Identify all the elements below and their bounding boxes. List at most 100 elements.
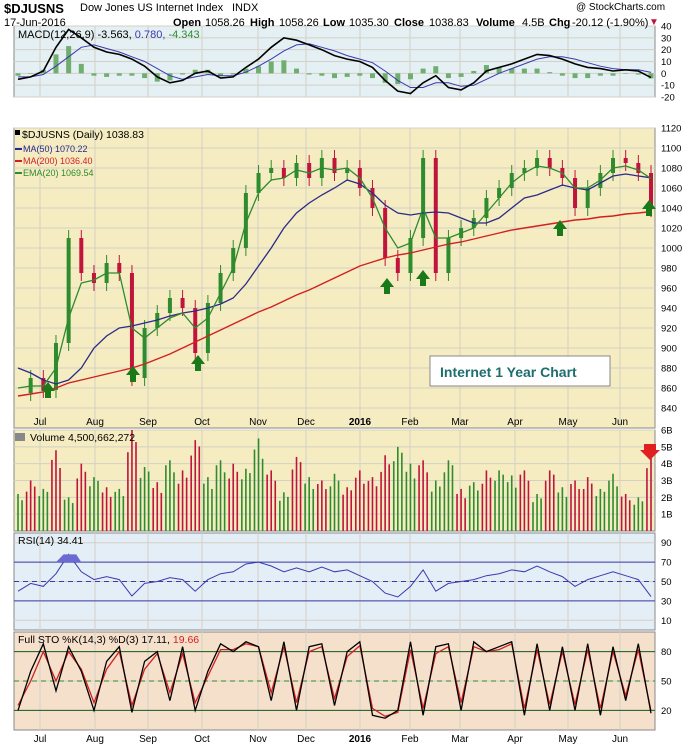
volume-bar [443,472,446,531]
volume-bar [485,470,488,531]
volume-bar [570,484,572,531]
high-label: High [250,17,275,29]
price-bar-body [91,273,96,283]
volume-bar [603,491,606,531]
volume-bar [190,455,192,531]
volume-bar [586,477,589,531]
price-bar-body [497,188,502,198]
volume-bar [333,473,336,531]
volume-bar [481,483,484,531]
price-tick-label: 900 [661,344,677,355]
volume-bar [468,485,471,531]
bottom-month-label: Sep [139,734,157,745]
macd-histogram-bar [294,68,300,74]
volume-bar [451,465,454,531]
volume-bar [304,483,306,531]
volume-bar [194,440,197,531]
macd-tick-label: 20 [661,45,672,56]
macd-histogram-bar [585,73,591,79]
volume-bar [388,464,390,531]
price-bar-body [585,188,590,208]
volume-bar [359,470,361,531]
volume-label: Volume [476,17,515,29]
chg-label: Chg [549,17,571,29]
volume-bar [346,487,348,531]
price-month-label: Jul [34,417,47,428]
macd-title-part-0: MACD(12,26,9) [18,29,97,41]
volume-bar [637,497,640,531]
volume-bar [367,480,370,531]
bottom-month-label: Nov [249,734,267,745]
bottom-month-label: Aug [86,734,104,745]
price-tick-label: 1060 [661,184,682,195]
volume-bar [169,460,171,531]
open-label: Open [173,17,202,29]
price-bar-body [345,168,350,173]
volume-bar [143,467,146,531]
macd-histogram-bar [306,73,312,75]
bottom-month-label: Apr [507,734,523,745]
chg-value: -20.12 (-1.90%) [572,17,649,29]
volume-bar [536,493,538,531]
volume-bar [93,477,95,531]
volume-bar [552,474,555,531]
macd-histogram-bar [268,61,274,74]
volume-bar [122,496,125,531]
macd-title-part-3: -4.343 [168,29,199,41]
price-month-label: Sep [139,417,157,428]
legend-label-1: MA(200) 1036.40 [23,156,93,166]
rsi-tick-label: 70 [661,558,672,569]
volume-bar [329,486,332,531]
volume-bar [409,463,412,531]
macd-tick-label: 10 [661,57,672,68]
rsi-tick-label: 10 [661,616,672,627]
macd-histogram-bar [395,73,401,84]
volume-bar [650,455,652,531]
volume-bar [245,468,247,531]
volume-bar [283,492,285,531]
volume-bar [51,459,53,531]
volume-bar [38,496,41,531]
volume-bar [101,492,104,531]
volume-bar [160,492,163,531]
volume-bar [236,471,239,531]
volume-bar [506,482,509,531]
macd-tick-label: 30 [661,33,672,44]
volume-bar [55,450,57,531]
volume-bar [371,477,374,531]
watermark: @ StockCharts.com [576,2,666,13]
macd-histogram-bar [319,73,325,76]
volume-bar [177,483,180,531]
price-bar-body [573,178,578,208]
volume-bar [228,478,230,531]
sto-title-part-0: Full STO %K(14,3) %D(3) [18,634,142,646]
volume-bar [25,491,28,531]
macd-histogram-bar [129,73,135,76]
volume-tick-label: 6B [661,426,673,437]
volume-bar [270,470,272,531]
volume-bar [574,480,576,531]
volume-bar [127,452,129,531]
volume-bar [261,458,264,531]
volume-bar [29,480,32,531]
sto-title-part-2: 19.66 [173,634,199,646]
volume-bar [291,469,294,531]
price-bar-body [408,238,413,273]
price-bar-body [649,173,653,210]
volume-bar [523,470,526,531]
buy-arrow-icon [553,220,567,236]
volume-bar [375,486,378,531]
volume-bar [114,491,117,531]
annotation-text: Internet 1 Year Chart [440,364,577,380]
volume-bar [89,486,91,531]
volume-bar [316,484,319,531]
volume-value: 4.5B [522,17,545,29]
macd-histogram-bar [572,73,578,79]
macd-histogram-bar [78,63,84,74]
rsi-overbought-fill [55,554,82,563]
volume-bar [63,499,66,531]
volume-bar [287,496,289,531]
bottom-month-label: Feb [401,734,419,745]
price-bar-body [522,168,527,173]
volume-bar [42,488,45,531]
